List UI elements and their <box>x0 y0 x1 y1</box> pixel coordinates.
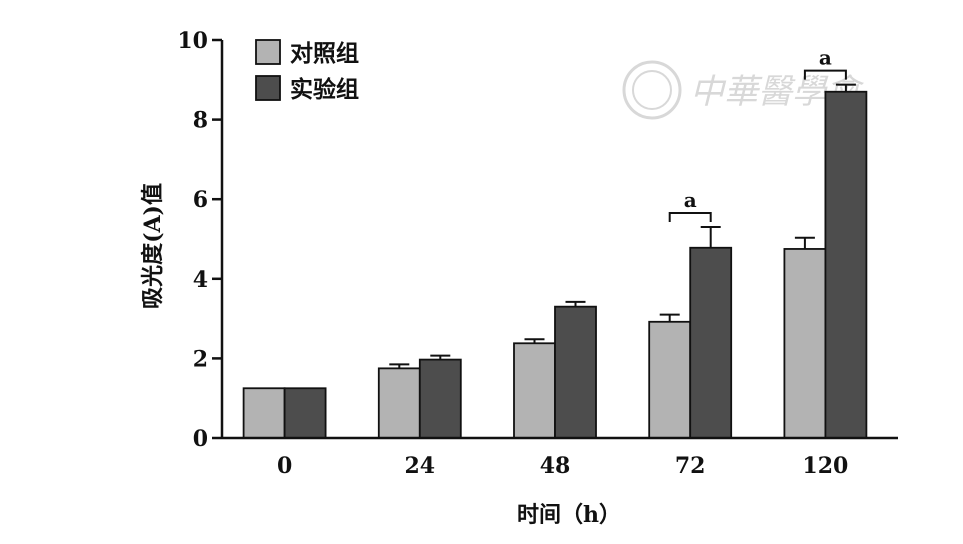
bar-experiment-120 <box>824 90 868 439</box>
bar-experiment-48 <box>554 305 597 439</box>
significance-label: a <box>684 188 697 212</box>
significance-bracket <box>668 212 712 223</box>
bar-experiment-72 <box>689 246 733 439</box>
y-tick-label: 10 <box>177 28 208 54</box>
y-axis-title: 吸光度(A)值 <box>140 183 166 309</box>
significance-label: a <box>819 46 832 70</box>
legend-swatch-experiment <box>255 75 281 101</box>
bar-control-120 <box>783 248 827 439</box>
x-tick-label: 120 <box>802 453 848 479</box>
x-tick-label: 24 <box>404 453 435 479</box>
bar-control-48 <box>513 342 556 439</box>
significance-bracket <box>803 69 847 80</box>
bar-control-72 <box>648 320 692 439</box>
y-tick-label: 6 <box>193 187 208 213</box>
y-tick-label: 8 <box>193 108 208 134</box>
x-axis-title: 时间（h） <box>517 502 621 528</box>
legend-label-control: 对照组 <box>290 40 359 67</box>
legend-label-experiment: 实验组 <box>290 76 359 103</box>
watermark-seal <box>622 60 682 120</box>
x-tick-label: 0 <box>277 453 292 479</box>
bar-experiment-24 <box>418 358 462 439</box>
watermark-seal-inner <box>632 70 672 110</box>
bar-control-24 <box>377 367 421 439</box>
y-tick-label: 2 <box>193 346 208 372</box>
x-tick-label: 48 <box>540 453 571 479</box>
bar-experiment-0 <box>283 387 327 439</box>
y-tick-label: 0 <box>193 426 208 452</box>
bar-control-0 <box>242 387 286 439</box>
legend-swatch-control <box>255 39 281 65</box>
y-tick-label: 4 <box>193 267 208 293</box>
x-tick-label: 72 <box>675 453 706 479</box>
